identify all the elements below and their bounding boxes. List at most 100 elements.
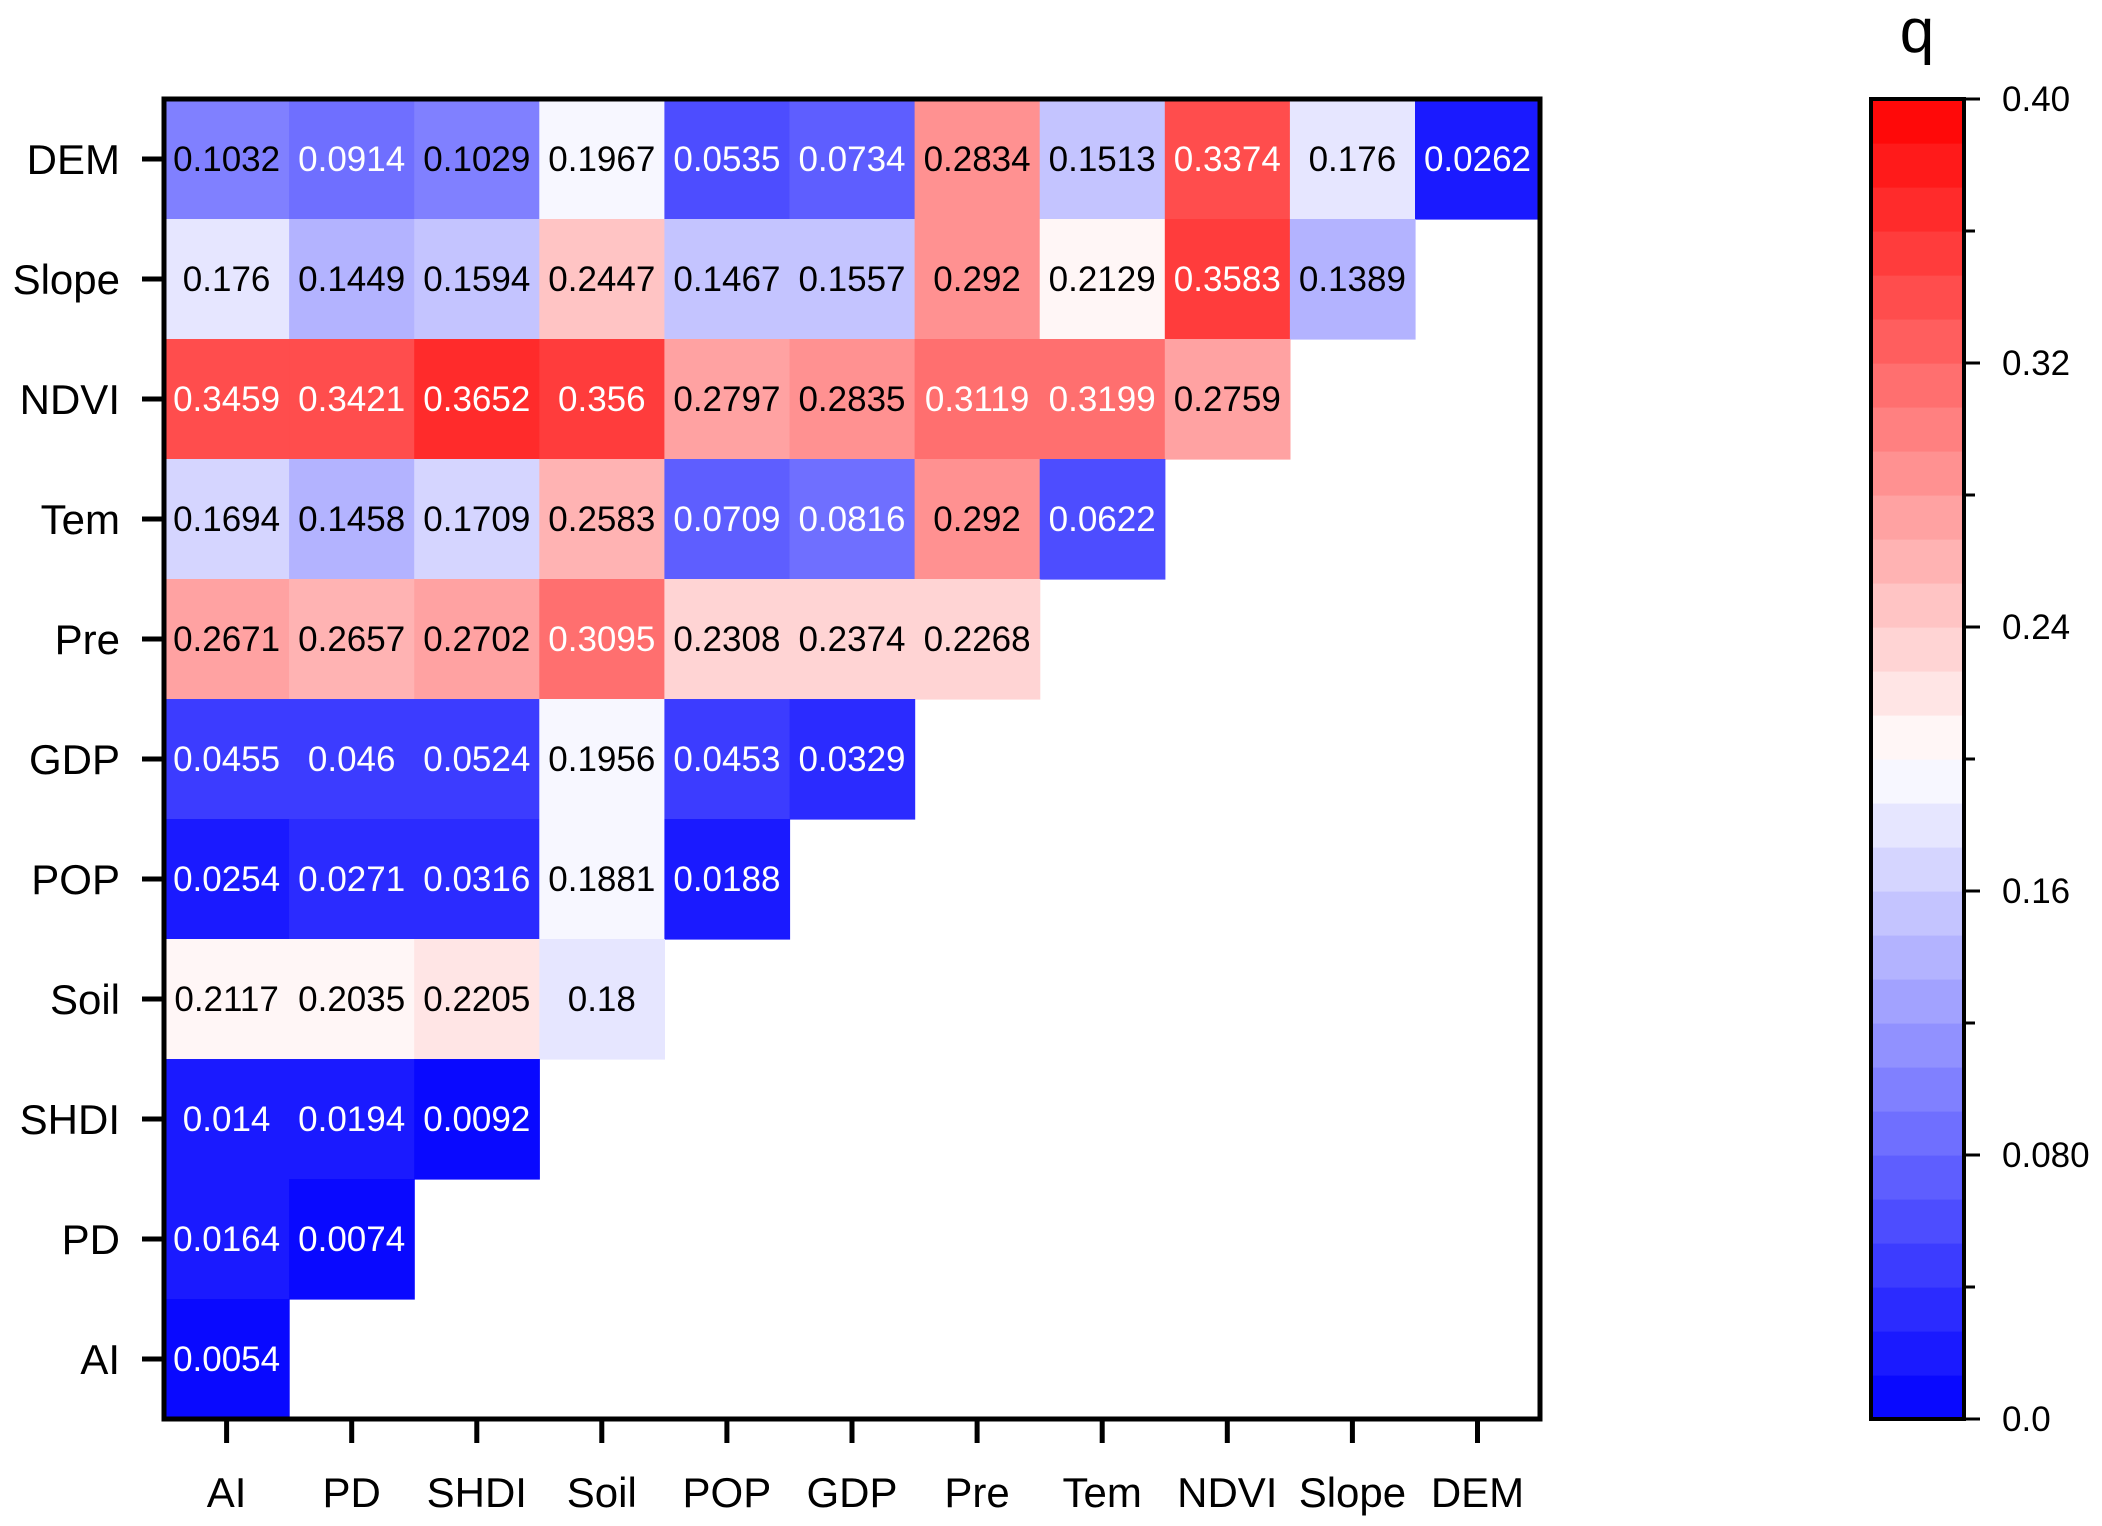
heatmap-cell [414,459,540,580]
colorbar-level [1871,143,1964,188]
colorbar-title: q [1900,0,1934,66]
y-tick-label: Pre [55,616,120,663]
colorbar-level [1871,1023,1964,1068]
y-tick-label: Slope [13,256,120,303]
heatmap-cell [664,819,791,940]
cell-value-label: 0.2702 [423,620,530,659]
x-tick-label: NDVI [1177,1469,1277,1516]
colorbar-level [1871,935,1964,980]
heatmap-cell [414,339,540,460]
colorbar-level [1871,319,1964,364]
heatmap-cell [539,579,665,700]
cell-value-label: 0.2671 [173,620,280,659]
heatmap-cell [164,1299,290,1420]
heatmap-cell [414,579,540,700]
cell-value-label: 0.0092 [423,1100,530,1139]
heatmap-cell [664,99,791,220]
cell-value-label: 0.3119 [925,380,1029,419]
colorbar-level [1871,759,1964,804]
colorbar-level [1871,715,1964,760]
cell-value-label: 0.2583 [548,500,655,539]
cell-value-label: 0.0054 [173,1340,280,1379]
cell-value-label: 0.0622 [1049,500,1156,539]
heatmap-cell [414,699,540,820]
y-tick-label: NDVI [20,376,120,423]
heatmap-cell [164,339,290,460]
x-tick-label: Slope [1299,1469,1406,1516]
cell-value-label: 0.2447 [548,260,655,299]
cell-value-label: 0.0194 [298,1100,405,1139]
heatmap-cell [664,579,791,700]
cell-value-label: 0.0453 [673,740,780,779]
cell-value-label: 0.1389 [1299,260,1406,299]
heatmap-cell [1289,99,1416,220]
heatmap-cell [1039,459,1166,580]
heatmap-cell [539,339,665,460]
colorbar-level [1871,1331,1964,1376]
cell-value-label: 0.176 [183,260,271,299]
heatmap-cell [1164,339,1291,460]
cell-value-label: 0.0709 [673,500,780,539]
cell-value-label: 0.2205 [423,980,530,1019]
cell-value-label: 0.0262 [1424,140,1531,179]
colorbar-level [1871,407,1964,452]
cell-value-label: 0.3583 [1174,260,1281,299]
colorbar-level [1871,583,1964,628]
x-tick-label: POP [683,1469,772,1516]
cell-value-label: 0.1513 [1049,140,1156,179]
y-tick-label: PD [62,1216,120,1263]
heatmap-cell [789,579,916,700]
cell-value-label: 0.1449 [298,260,405,299]
cell-value-label: 0.2759 [1174,380,1281,419]
colorbar-tick-label: 0.16 [2002,872,2070,911]
heatmap-cell [1039,339,1166,460]
colorbar-level [1871,671,1964,716]
cell-value-label: 0.1967 [548,140,655,179]
colorbar-level [1871,231,1964,276]
heatmap-cell [414,939,540,1060]
colorbar-level [1871,1199,1964,1244]
heatmap-cell [164,219,290,340]
cell-value-label: 0.0316 [423,860,530,899]
colorbar-tick-label: 0.40 [2002,80,2070,119]
cell-value-label: 0.0734 [798,140,905,179]
cell-value-label: 0.0254 [173,860,280,899]
cell-value-label: 0.0164 [173,1220,280,1259]
y-tick-label: POP [31,856,120,903]
x-tick-label: GDP [806,1469,897,1516]
heatmap-cell [789,99,916,220]
heatmap-cell [789,699,916,820]
cell-value-label: 0.1594 [423,260,530,299]
cell-value-label: 0.0816 [798,500,905,539]
x-tick-label: Pre [944,1469,1009,1516]
heatmap-cell [664,459,791,580]
heatmap-cell [164,1179,290,1300]
heatmap-cell [164,1059,290,1180]
heatmap-cell [289,1179,415,1300]
colorbar-level [1871,363,1964,408]
cell-value-label: 0.2035 [298,980,405,1019]
x-tick-label: Tem [1063,1469,1142,1516]
heatmap-cell [1039,219,1166,340]
cell-value-label: 0.1956 [548,740,655,779]
colorbar-level [1871,275,1964,320]
heatmap-cell [414,1059,540,1180]
heatmap-cell [664,339,791,460]
heatmap-cell [914,219,1041,340]
x-tick-label: SHDI [427,1469,527,1516]
cell-value-label: 0.0535 [673,140,780,179]
colorbar-level [1871,1155,1964,1200]
cell-value-label: 0.014 [183,1100,271,1139]
cell-value-label: 0.292 [933,260,1021,299]
cell-value-label: 0.1881 [548,860,655,899]
heatmap-cell [289,219,415,340]
colorbar-level [1871,539,1964,584]
cell-value-label: 0.2268 [924,620,1031,659]
cell-value-label: 0.2797 [673,380,780,419]
colorbar-tick-label: 0.080 [2002,1136,2090,1175]
heatmap-cell [164,459,290,580]
colorbar-level [1871,1375,1964,1420]
colorbar-level [1871,451,1964,496]
heatmap-cell [414,219,540,340]
